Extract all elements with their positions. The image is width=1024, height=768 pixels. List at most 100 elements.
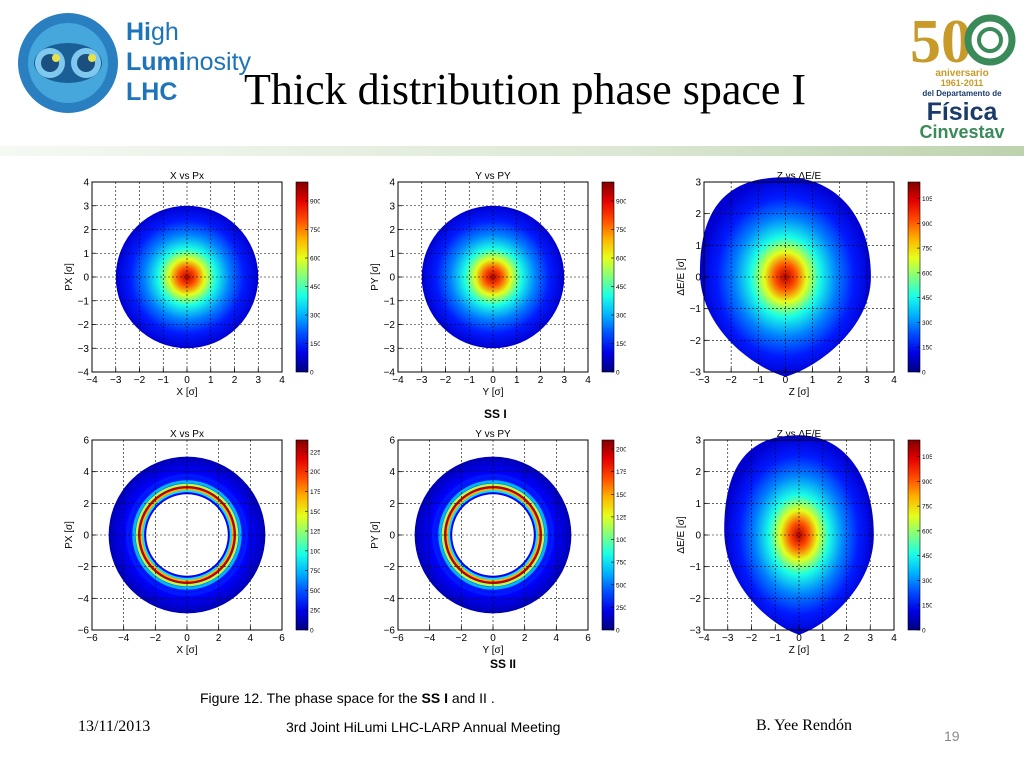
- x-tick-label: 4: [585, 375, 591, 386]
- x-axis-label: X [σ]: [176, 645, 197, 656]
- x-tick-label: 2: [522, 633, 528, 644]
- y-tick-label: −2: [384, 320, 396, 331]
- colorbar-tick-label: 450: [922, 553, 932, 560]
- colorbar-tick-label: 750: [616, 227, 626, 234]
- colorbar: [907, 439, 921, 631]
- x-tick-label: −2: [134, 375, 146, 386]
- x-tick-label: −3: [416, 375, 428, 386]
- plot-svg: −3 −2 −1 0 1 2 3 4 −3 −2 −1 0 1 2 3 Z vs ΔE/E Z [σ] ΔE/E …: [676, 171, 932, 398]
- footer-author: B. Yee Rendón: [756, 717, 853, 734]
- y-tick-label: 4: [389, 178, 395, 189]
- x-tick-label: −4: [86, 375, 98, 386]
- plot-ss2-y-py: −6 −4 −2 0 2 4 6 −6 −4 −2 0 2 4 6 Y vs PY Y [σ] PY [σ] 0 2…: [366, 426, 626, 656]
- x-tick-label: −2: [456, 633, 468, 644]
- inner-hole: [451, 493, 535, 577]
- colorbar-tick-label: 2250: [310, 449, 320, 456]
- y-tick-label: 2: [695, 209, 701, 220]
- y-tick-label: 3: [389, 201, 395, 212]
- x-tick-label: 2: [844, 633, 850, 644]
- plot-ss1-x-px: −4 −3 −2 −1 0 1 2 3 4 −4 −3 −2 −1 0 1 2 3 4 X vs Px X [σ] PX…: [60, 168, 320, 398]
- x-tick-label: −3: [110, 375, 122, 386]
- y-tick-label: −2: [690, 336, 702, 347]
- colorbar-tick-label: 750: [310, 227, 320, 234]
- ring-band: [448, 490, 538, 580]
- plot-title: X vs Px: [170, 171, 204, 182]
- y-axis-label: ΔE/E [σ]: [676, 258, 687, 296]
- x-tick-label: 4: [279, 375, 285, 386]
- colorbar-tick-label: 1750: [310, 489, 320, 496]
- x-tick-label: 1: [208, 375, 214, 386]
- x-tick-label: −4: [118, 633, 130, 644]
- colorbar-tick-label: 2000: [310, 469, 320, 476]
- anniversary-line5: Cinvestav: [919, 122, 1004, 142]
- x-tick-label: −1: [753, 375, 765, 386]
- ring-band: [126, 474, 248, 596]
- colorbar-tick-label: 900: [922, 479, 932, 486]
- plot-ss2-z-de: −4 −3 −2 −1 0 1 2 3 4 −3 −2 −1 0 1 2 3 Z vs ΔE/E Z [σ] ΔE/…: [672, 426, 932, 656]
- plot-title: Y vs PY: [475, 429, 511, 440]
- colorbar-tick-label: 2000: [616, 447, 626, 454]
- plot-svg: −6 −4 −2 0 2 4 6 −6 −4 −2 0 2 4 6 Y vs PY Y [σ] PY [σ] 0 2…: [370, 429, 626, 656]
- colorbar-tick-label: 1000: [310, 548, 320, 555]
- page-number: 19: [944, 728, 960, 744]
- y-tick-label: 3: [695, 436, 701, 447]
- hilumi-line3: LHC: [126, 78, 178, 106]
- hilumi-line2b: nosity: [185, 48, 252, 76]
- y-tick-label: 2: [695, 467, 701, 478]
- y-tick-label: −4: [78, 368, 90, 379]
- colorbar-tick-label: 300: [922, 320, 932, 327]
- figure-caption: Figure 12. The phase space for the SS I …: [200, 690, 495, 706]
- x-tick-label: 2: [538, 375, 544, 386]
- x-tick-label: −2: [746, 633, 758, 644]
- anniversary-line1: aniversario: [935, 68, 988, 79]
- caption-bold: SS I: [421, 690, 449, 706]
- plot-title: Z vs ΔE/E: [777, 429, 822, 440]
- anniversary-line2: 1961-2011: [941, 78, 984, 88]
- x-tick-label: −3: [698, 375, 710, 386]
- y-tick-label: −2: [78, 562, 90, 573]
- colorbar-tick-label: 600: [922, 270, 932, 277]
- x-tick-label: 4: [248, 633, 254, 644]
- colorbar-tick-label: 250: [616, 605, 626, 612]
- colorbar-tick-label: 300: [922, 578, 932, 585]
- y-tick-label: 0: [695, 531, 701, 542]
- anniversary-number: 50: [910, 8, 972, 76]
- ss-ii-label: SS II: [490, 657, 517, 671]
- x-tick-label: −4: [698, 633, 710, 644]
- x-tick-label: −4: [392, 375, 404, 386]
- x-tick-label: 2: [232, 375, 238, 386]
- colorbar-tick-label: 500: [310, 588, 320, 595]
- colorbar-tick-label: 300: [616, 313, 626, 320]
- plot-ss2-x-px: −6 −4 −2 0 2 4 6 −6 −4 −2 0 2 4 6 X vs Px X [σ] PX [σ] 0 2…: [60, 426, 320, 656]
- colorbar-tick-label: 1500: [616, 492, 626, 499]
- ss-i-label: SS I: [484, 407, 507, 421]
- y-tick-label: 0: [83, 273, 89, 284]
- x-tick-label: 1: [514, 375, 520, 386]
- density-field: [115, 205, 259, 349]
- inner-hole: [145, 493, 229, 577]
- colorbar-tick-label: 500: [616, 582, 626, 589]
- colorbar-tick-label: 1050: [922, 196, 932, 203]
- colorbar: [907, 181, 921, 373]
- y-axis-label: ΔE/E [σ]: [676, 516, 687, 554]
- x-tick-label: 3: [255, 375, 261, 386]
- colorbar-tick-label: 750: [922, 246, 932, 253]
- density-disc: [115, 205, 259, 349]
- x-tick-label: −1: [464, 375, 476, 386]
- x-tick-label: 4: [891, 633, 897, 644]
- y-tick-label: −2: [690, 594, 702, 605]
- y-tick-label: −3: [78, 344, 90, 355]
- y-tick-label: −4: [384, 594, 396, 605]
- plot-ss1-y-py: −4 −3 −2 −1 0 1 2 3 4 −4 −3 −2 −1 0 1 2 3 4 Y vs PY Y [σ] PY…: [366, 168, 626, 398]
- y-tick-label: 4: [83, 178, 89, 189]
- colorbar-tick-label: 1750: [616, 469, 626, 476]
- x-tick-label: −2: [150, 633, 162, 644]
- plot-svg: −4 −3 −2 −1 0 1 2 3 4 −4 −3 −2 −1 0 1 2 3 4 Y vs PY Y [σ] PY…: [370, 171, 626, 398]
- colorbar-tick-label: 150: [922, 603, 932, 610]
- x-tick-label: 4: [554, 633, 560, 644]
- plot-title: Y vs PY: [475, 171, 511, 182]
- density-disc: [421, 205, 565, 349]
- colorbar-tick-label: 900: [922, 221, 932, 228]
- y-tick-label: 0: [83, 531, 89, 542]
- y-tick-label: 0: [389, 531, 395, 542]
